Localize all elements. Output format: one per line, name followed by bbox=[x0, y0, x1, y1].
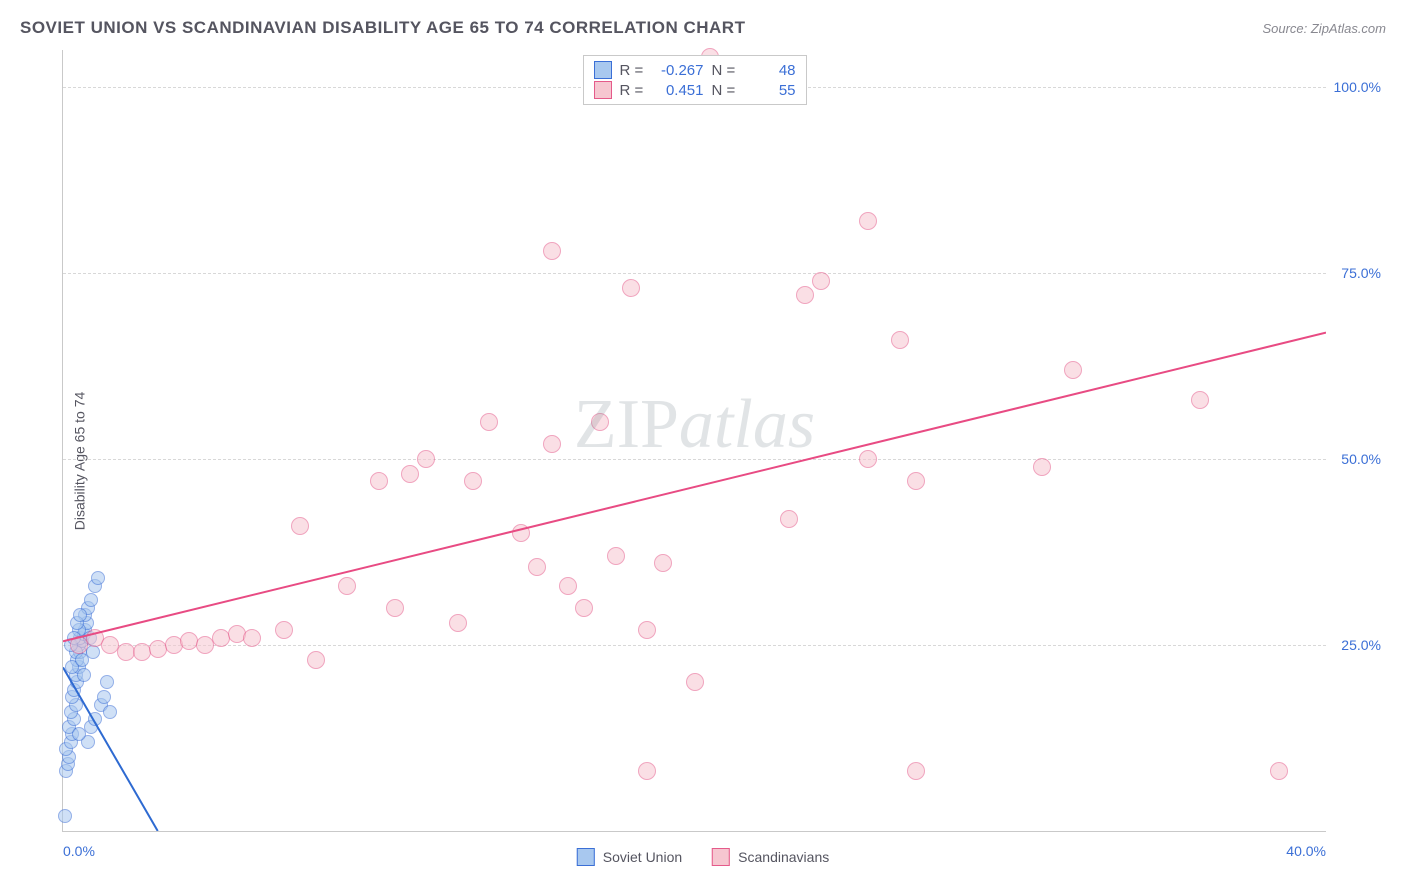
trend-lines bbox=[63, 50, 1326, 831]
watermark-atlas: atlas bbox=[679, 386, 815, 463]
data-point bbox=[417, 450, 435, 468]
data-point bbox=[528, 558, 546, 576]
stat-value-r: 0.451 bbox=[654, 82, 704, 99]
data-point bbox=[58, 809, 72, 823]
stat-value-n: 55 bbox=[746, 82, 796, 99]
chart-area: Disability Age 65 to 74 ZIPatlas R = -0.… bbox=[20, 50, 1386, 872]
stat-label-n: N = bbox=[712, 82, 738, 99]
y-tick-label: 75.0% bbox=[1341, 265, 1381, 281]
data-point bbox=[77, 668, 91, 682]
y-tick-label: 50.0% bbox=[1341, 451, 1381, 467]
data-point bbox=[86, 645, 100, 659]
swatch-icon bbox=[594, 81, 612, 99]
plot-region: ZIPatlas R = -0.267 N = 48 R = 0.451 N =… bbox=[62, 50, 1326, 832]
data-point bbox=[607, 547, 625, 565]
data-point bbox=[100, 675, 114, 689]
data-point bbox=[575, 599, 593, 617]
legend-label: Scandinavians bbox=[738, 849, 829, 865]
data-point bbox=[480, 413, 498, 431]
data-point bbox=[907, 472, 925, 490]
legend-item-1: Scandinavians bbox=[712, 848, 829, 866]
data-point bbox=[654, 554, 672, 572]
data-point bbox=[84, 593, 98, 607]
x-tick-label: 0.0% bbox=[63, 843, 95, 859]
data-point bbox=[859, 450, 877, 468]
stat-value-n: 48 bbox=[746, 62, 796, 79]
correlation-row-0: R = -0.267 N = 48 bbox=[594, 60, 796, 80]
data-point bbox=[464, 472, 482, 490]
swatch-icon bbox=[594, 61, 612, 79]
data-point bbox=[97, 690, 111, 704]
y-tick-label: 100.0% bbox=[1334, 79, 1381, 95]
legend-item-0: Soviet Union bbox=[577, 848, 682, 866]
stat-label-r: R = bbox=[620, 62, 646, 79]
correlation-legend: R = -0.267 N = 48 R = 0.451 N = 55 bbox=[583, 55, 807, 105]
data-point bbox=[907, 762, 925, 780]
gridline-h bbox=[63, 459, 1326, 460]
data-point bbox=[686, 673, 704, 691]
data-point bbox=[338, 577, 356, 595]
stat-label-n: N = bbox=[712, 62, 738, 79]
data-point bbox=[1270, 762, 1288, 780]
data-point bbox=[591, 413, 609, 431]
data-point bbox=[1064, 361, 1082, 379]
x-tick-label: 40.0% bbox=[1286, 843, 1326, 859]
data-point bbox=[559, 577, 577, 595]
legend-label: Soviet Union bbox=[603, 849, 682, 865]
source-name: ZipAtlas.com bbox=[1311, 21, 1386, 36]
data-point bbox=[370, 472, 388, 490]
data-point bbox=[543, 435, 561, 453]
chart-source: Source: ZipAtlas.com bbox=[1262, 21, 1386, 36]
data-point bbox=[638, 762, 656, 780]
data-point bbox=[622, 279, 640, 297]
y-tick-label: 25.0% bbox=[1341, 637, 1381, 653]
data-point bbox=[812, 272, 830, 290]
data-point bbox=[73, 608, 87, 622]
data-point bbox=[780, 510, 798, 528]
data-point bbox=[275, 621, 293, 639]
data-point bbox=[1033, 458, 1051, 476]
data-point bbox=[291, 517, 309, 535]
data-point bbox=[449, 614, 467, 632]
data-point bbox=[796, 286, 814, 304]
data-point bbox=[543, 242, 561, 260]
stat-label-r: R = bbox=[620, 82, 646, 99]
data-point bbox=[386, 599, 404, 617]
swatch-icon bbox=[577, 848, 595, 866]
watermark-zip: ZIP bbox=[574, 386, 679, 463]
data-point bbox=[91, 571, 105, 585]
chart-title: SOVIET UNION VS SCANDINAVIAN DISABILITY … bbox=[20, 18, 745, 38]
data-point bbox=[103, 705, 117, 719]
data-point bbox=[243, 629, 261, 647]
source-prefix: Source: bbox=[1262, 21, 1310, 36]
gridline-h bbox=[63, 273, 1326, 274]
watermark: ZIPatlas bbox=[574, 385, 815, 465]
chart-header: SOVIET UNION VS SCANDINAVIAN DISABILITY … bbox=[20, 18, 1386, 38]
data-point bbox=[401, 465, 419, 483]
data-point bbox=[859, 212, 877, 230]
data-point bbox=[88, 712, 102, 726]
swatch-icon bbox=[712, 848, 730, 866]
stat-value-r: -0.267 bbox=[654, 62, 704, 79]
data-point bbox=[72, 727, 86, 741]
series-legend: Soviet Union Scandinavians bbox=[577, 848, 829, 866]
data-point bbox=[891, 331, 909, 349]
data-point bbox=[1191, 391, 1209, 409]
data-point bbox=[307, 651, 325, 669]
data-point bbox=[512, 524, 530, 542]
data-point bbox=[638, 621, 656, 639]
correlation-row-1: R = 0.451 N = 55 bbox=[594, 80, 796, 100]
